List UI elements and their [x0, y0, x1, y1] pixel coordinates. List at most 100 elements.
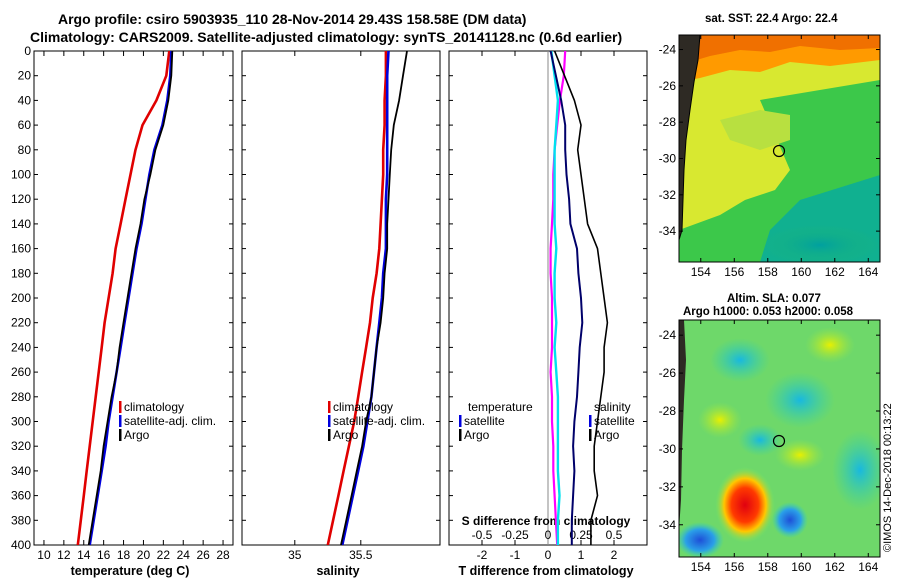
map-x-tick-label: 154 — [691, 560, 711, 574]
plot-title-line2: Climatology: CARS2009. Satellite-adjuste… — [30, 29, 623, 45]
legend-swatch — [459, 415, 462, 427]
s-axis-label: S difference from climatology — [462, 514, 631, 528]
map-y-tick-label: -28 — [659, 404, 677, 418]
y-tick-label: 260 — [11, 365, 31, 379]
series-line-argo — [87, 51, 174, 545]
map-y-tick-label: -30 — [659, 442, 677, 456]
x-tick-label: 35.5 — [349, 548, 373, 562]
x-tick-label: 2 — [611, 548, 618, 562]
map-x-tick-label: 156 — [724, 265, 744, 279]
x-tick-label: -1 — [510, 548, 521, 562]
y-tick-label: 0 — [24, 44, 31, 58]
y-tick-label: 40 — [18, 93, 32, 107]
x-tick-label: -2 — [477, 548, 488, 562]
y-tick-label: 360 — [11, 489, 31, 503]
sst-argo-marker — [772, 144, 786, 158]
map-y-tick-label: -32 — [659, 480, 677, 494]
series-line-s-diff-satellite — [549, 51, 567, 545]
difference-frame — [448, 50, 648, 546]
x-tick-label: 10 — [37, 548, 51, 562]
x-tick-label: 1 — [578, 548, 585, 562]
y-tick-label: 80 — [18, 143, 32, 157]
legend-swatch — [328, 401, 331, 413]
y-tick-label: 140 — [11, 217, 31, 231]
series-line-argo — [340, 51, 408, 545]
s-tick-label: -0.5 — [472, 528, 493, 542]
y-tick-label: 240 — [11, 340, 31, 354]
legend-label: Argo — [464, 428, 490, 442]
map-y-tick-label: -26 — [659, 366, 677, 380]
map-y-tick-label: -34 — [659, 518, 677, 532]
legend-label: Argo — [124, 428, 150, 442]
x-tick-label: 20 — [137, 548, 151, 562]
x-tick-label: 12 — [57, 548, 71, 562]
x-tick-label: 24 — [177, 548, 191, 562]
temperature-panel: 0 20 40 60 80 100 120 140 160 180 200 220 240 260 280 3… — [11, 44, 234, 578]
x-tick-label: 35 — [288, 548, 302, 562]
legend-swatch — [589, 429, 592, 441]
x-tick-label: 0 — [545, 548, 552, 562]
x-tick-label: 26 — [196, 548, 210, 562]
x-tick-label: 22 — [157, 548, 171, 562]
y-tick-label: 180 — [11, 266, 31, 280]
y-tick-label: 400 — [11, 538, 31, 552]
sst-map-frame — [678, 34, 881, 263]
x-tick-label: 16 — [97, 548, 111, 562]
legend-label: climatology — [333, 400, 393, 414]
legend-title-salinity: salinity — [594, 400, 631, 414]
map-x-tick-label: 158 — [758, 560, 778, 574]
y-tick-label: 300 — [11, 415, 31, 429]
x-tick-label: 28 — [216, 548, 230, 562]
map-x-tick-label: 164 — [858, 265, 878, 279]
map-y-tick-label: -34 — [659, 224, 677, 238]
legend-label: satellite-adj. clim. — [333, 414, 425, 428]
y-tick-label: 380 — [11, 513, 31, 527]
map-y-tick-label: -26 — [659, 79, 677, 93]
series-line-s-diff-argo — [549, 51, 584, 545]
s-tick-label: 0.5 — [606, 528, 623, 542]
legend-swatch — [328, 429, 331, 441]
series-line-climatology — [76, 51, 171, 545]
series-line-t-diff-satellite — [550, 51, 561, 545]
x-axis-label: T difference from climatology — [458, 564, 633, 578]
map-x-tick-label: 164 — [858, 560, 878, 574]
series-line-satellite-adj-clim- — [341, 51, 390, 545]
legend-swatch — [328, 415, 331, 427]
map-y-tick-label: -24 — [659, 43, 677, 57]
legend-label: Argo — [594, 428, 620, 442]
y-tick-label: 320 — [11, 439, 31, 453]
sla-map-frame — [678, 319, 881, 558]
s-tick-label: 0 — [545, 528, 552, 542]
sla-map-title: Altim. SLA: 0.077 — [727, 293, 821, 305]
legend-label: satellite — [464, 414, 505, 428]
sla-map-subtitle: Argo h1000: 0.053 h2000: 0.058 — [683, 306, 854, 318]
y-tick-label: 100 — [11, 168, 31, 182]
x-axis-label: temperature (deg C) — [71, 564, 190, 578]
y-tick-label: 280 — [11, 390, 31, 404]
sst-map — [679, 35, 880, 262]
x-tick-label: 14 — [77, 548, 91, 562]
y-tick-label: 160 — [11, 242, 31, 256]
x-axis-label: salinity — [316, 564, 359, 578]
map-x-tick-label: 162 — [825, 560, 845, 574]
temperature-frame — [33, 50, 234, 546]
imos-stamp: ©IMOS 14-Dec-2018 00:13:22 — [882, 403, 894, 552]
legend-label: satellite — [594, 414, 635, 428]
legend-swatch — [119, 429, 122, 441]
legend-label: satellite-adj. clim. — [124, 414, 216, 428]
sla-map — [679, 320, 880, 557]
map-x-tick-label: 160 — [791, 560, 811, 574]
y-tick-label: 120 — [11, 192, 31, 206]
y-tick-label: 20 — [18, 69, 32, 83]
y-tick-label: 340 — [11, 464, 31, 478]
series-line-climatology — [326, 51, 388, 545]
s-tick-label: -0.25 — [501, 528, 529, 542]
difference-panel: -2 -1 0 1 2 T difference from climatology -0.5… — [448, 50, 648, 578]
legend-swatch — [459, 429, 462, 441]
legend-label: Argo — [333, 428, 359, 442]
salinity-frame — [241, 50, 441, 546]
y-tick-label: 60 — [18, 118, 32, 132]
legend-label: climatology — [124, 400, 184, 414]
map-y-tick-label: -28 — [659, 115, 677, 129]
